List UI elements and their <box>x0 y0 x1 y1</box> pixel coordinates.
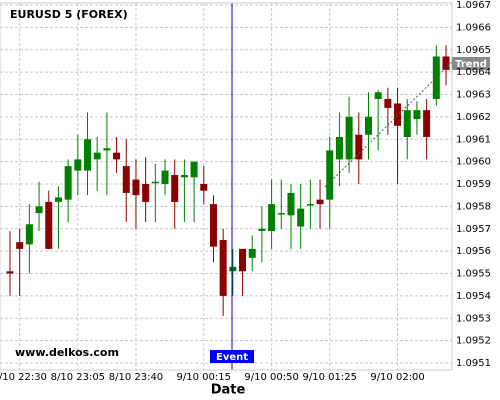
y-tick-label: 1.0957 <box>456 224 491 235</box>
candle-body <box>113 152 121 160</box>
x-tick-label: 8/10 23:40 <box>109 372 163 383</box>
y-tick-label: 1.0961 <box>456 134 491 145</box>
candle-body <box>374 92 382 99</box>
y-tick-label: 1.0960 <box>456 157 491 168</box>
candle-body <box>122 166 130 193</box>
watermark: www.delkos.com <box>15 346 119 359</box>
candle-body <box>229 266 237 272</box>
candle-body <box>142 184 150 202</box>
candle-body <box>432 56 440 99</box>
candle-body <box>200 184 208 191</box>
candle-body <box>54 197 62 202</box>
candle-body <box>355 134 363 160</box>
y-tick-label: 1.0956 <box>456 246 491 257</box>
y-tick-label: 1.0952 <box>456 336 491 347</box>
candle-body <box>239 248 247 272</box>
y-tick-label: 1.0962 <box>456 112 491 123</box>
y-tick-label: 1.0966 <box>456 22 491 33</box>
candle-body <box>306 204 314 206</box>
y-tick-label: 1.0964 <box>456 67 491 78</box>
candle-body <box>413 110 421 120</box>
candle-body <box>287 192 295 216</box>
plot-frame <box>0 2 453 371</box>
y-tick-label: 1.0967 <box>456 0 491 11</box>
y-tick-label: 1.0953 <box>456 313 491 324</box>
trend-box <box>452 57 490 70</box>
candle-body <box>345 116 353 160</box>
trend-line <box>324 61 453 188</box>
candle-body <box>103 148 111 151</box>
candle-body <box>64 166 72 200</box>
candle-body <box>297 208 305 227</box>
candle-body <box>190 161 198 178</box>
candle-body <box>84 139 92 171</box>
candle-body <box>442 56 450 70</box>
y-tick-label: 1.0959 <box>456 179 491 190</box>
candle-body <box>151 181 159 184</box>
candle-body <box>384 98 392 108</box>
y-tick-label: 1.0958 <box>456 201 491 212</box>
x-tick-label: 8/10 22:30 <box>0 372 47 383</box>
x-tick-label: 9/10 00:50 <box>244 372 298 383</box>
candles <box>6 45 450 317</box>
candle-body <box>268 204 276 231</box>
y-tick-label: 1.0951 <box>456 358 491 369</box>
candle-body <box>258 228 266 231</box>
x-axis-label: Date <box>211 383 246 398</box>
y-tick-label: 1.0963 <box>456 90 491 101</box>
candle-body <box>132 179 140 196</box>
y-tick-label: 1.0954 <box>456 291 491 302</box>
trend-label: Trend <box>455 59 487 70</box>
y-tick-label: 1.0955 <box>456 269 491 280</box>
x-tick-label: 9/10 00:15 <box>177 372 231 383</box>
candle-body <box>364 116 372 135</box>
x-tick-label: 9/10 01:25 <box>303 372 357 383</box>
candle-body <box>248 248 256 258</box>
event-label: Event <box>216 352 248 363</box>
candle-body <box>335 137 343 160</box>
candle-body <box>277 213 285 215</box>
candle-body <box>25 224 33 245</box>
chart-title: EURUSD 5 (FOREX) <box>10 8 128 21</box>
candle-body <box>403 110 411 138</box>
candle-body <box>171 175 179 202</box>
candle-body <box>326 150 334 200</box>
y-tick-label: 1.0965 <box>456 45 491 56</box>
candle-body <box>180 175 188 178</box>
x-tick-label: 8/10 23:05 <box>51 372 105 383</box>
candle-body <box>45 201 53 249</box>
x-tick-label: 9/10 02:00 <box>370 372 424 383</box>
candle-body <box>316 199 324 205</box>
candle-body <box>35 206 43 214</box>
candle-body <box>161 170 169 184</box>
candle-body <box>423 110 431 138</box>
candle-body <box>394 103 402 126</box>
candle-body <box>209 204 217 247</box>
candle-body <box>93 152 101 160</box>
candle-body <box>74 159 82 171</box>
event-box <box>210 350 254 363</box>
candle-body <box>6 271 14 274</box>
candle-body <box>16 242 24 249</box>
candle-body <box>219 239 227 296</box>
